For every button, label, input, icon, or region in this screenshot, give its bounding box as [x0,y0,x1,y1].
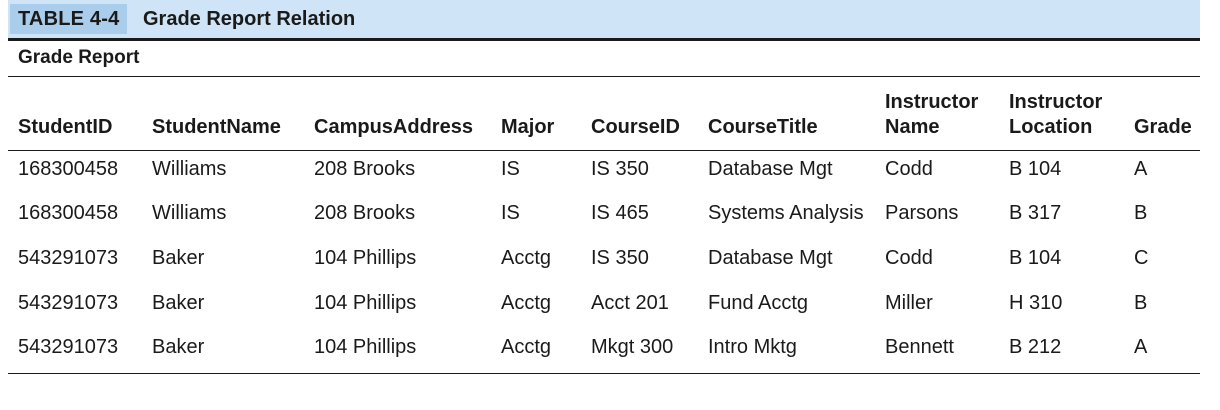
column-header-line: CourseTitle [708,116,818,138]
column-header-grade: Grade [1124,86,1200,145]
table-row: 543291073 Baker 104 Phillips Acctg IS 350 Dat… [8,236,1200,281]
cell-course-title: Intro Mktg [708,336,797,359]
cell-major: Acctg [501,246,552,269]
column-header-line: StudentName [152,116,281,138]
cell-student-id: 168300458 [18,202,119,225]
column-header-major: Major [491,86,581,145]
column-header-line: StudentID [18,116,113,138]
cell-grade: A [1134,336,1148,359]
cell-instructor-location: B 104 [1009,157,1062,180]
column-header-line: Major [501,116,555,138]
cell-student-name: Williams [152,157,227,180]
grade-report-table: StudentID StudentName CampusAddress Major Co… [8,86,1200,370]
cell-instructor-location: B 212 [1009,336,1062,359]
cell-instructor-name: Bennett [885,336,954,359]
cell-course-id: IS 350 [591,246,649,269]
table-row: 168300458 Williams 208 Brooks IS IS 465 Syste… [8,192,1200,237]
cell-instructor-location: H 310 [1009,291,1063,314]
header-row: StudentID StudentName CampusAddress Major Co… [8,86,1200,145]
cell-student-name: Williams [152,202,227,225]
cell-course-id: IS 350 [591,157,649,180]
caption-band [8,0,1200,38]
column-header-student-name: StudentName [142,86,304,145]
cell-instructor-name: Parsons [885,202,959,225]
cell-major: Acctg [501,336,552,359]
column-header-line: Grade [1134,116,1192,138]
cell-instructor-name: Codd [885,246,933,269]
cell-instructor-name: Codd [885,157,933,180]
table-row: 543291073 Baker 104 Phillips Acctg Acct 201 F… [8,281,1200,326]
column-header-instructor-location: Instructor Location [999,86,1124,145]
cell-grade: B [1134,202,1148,225]
table-number-label: TABLE 4-4 [10,4,128,34]
column-header-line: Location [1009,116,1093,138]
cell-grade: A [1134,157,1148,180]
cell-major: IS [501,202,520,225]
cell-grade: C [1134,246,1149,269]
cell-major: Acctg [501,291,552,314]
cell-student-id: 168300458 [18,157,119,180]
table-title: Grade Report Relation [143,8,356,30]
cell-student-id: 543291073 [18,336,119,359]
column-header-instructor-name: Instructor Name [875,86,999,145]
cell-course-title: Database Mgt [708,157,833,180]
column-header-line: Instructor [1009,91,1103,113]
column-header-line: CourseID [591,116,680,138]
column-header-line: Instructor [885,91,979,113]
cell-course-id: Mkgt 300 [591,336,674,359]
cell-student-name: Baker [152,336,205,359]
column-header-student-id: StudentID [8,86,142,145]
header-bottom-rule [8,150,1200,151]
cell-instructor-name: Miller [885,291,933,314]
cell-student-name: Baker [152,246,205,269]
column-header-course-title: CourseTitle [698,86,875,145]
cell-course-title: Fund Acctg [708,291,809,314]
cell-campus-address: 208 Brooks [314,157,416,180]
column-header-campus-address: CampusAddress [304,86,491,145]
column-header-line: CampusAddress [314,116,473,138]
table-row: 543291073 Baker 104 Phillips Acctg Mkgt 300 I… [8,325,1200,370]
caption-rule [8,38,1200,41]
relation-name: Grade Report [18,47,140,68]
cell-course-id: Acct 201 [591,291,669,314]
cell-instructor-location: B 104 [1009,246,1062,269]
cell-student-id: 543291073 [18,291,119,314]
table-bottom-rule [8,373,1200,374]
cell-course-title: Systems Analysis [708,202,864,225]
cell-campus-address: 104 Phillips [314,246,417,269]
table-body: 168300458 Williams 208 Brooks IS IS 350 Datab… [8,145,1200,370]
table-row: 168300458 Williams 208 Brooks IS IS 350 Datab… [8,145,1200,192]
column-header-line: Name [885,116,940,138]
cell-major: IS [501,157,520,180]
cell-campus-address: 104 Phillips [314,291,417,314]
cell-course-title: Database Mgt [708,246,833,269]
cell-student-name: Baker [152,291,205,314]
cell-student-id: 543291073 [18,246,119,269]
header-top-rule [8,76,1200,77]
cell-instructor-location: B 317 [1009,202,1062,225]
cell-campus-address: 104 Phillips [314,336,417,359]
cell-grade: B [1134,291,1148,314]
cell-course-id: IS 465 [591,202,649,225]
column-header-course-id: CourseID [581,86,698,145]
cell-campus-address: 208 Brooks [314,202,416,225]
